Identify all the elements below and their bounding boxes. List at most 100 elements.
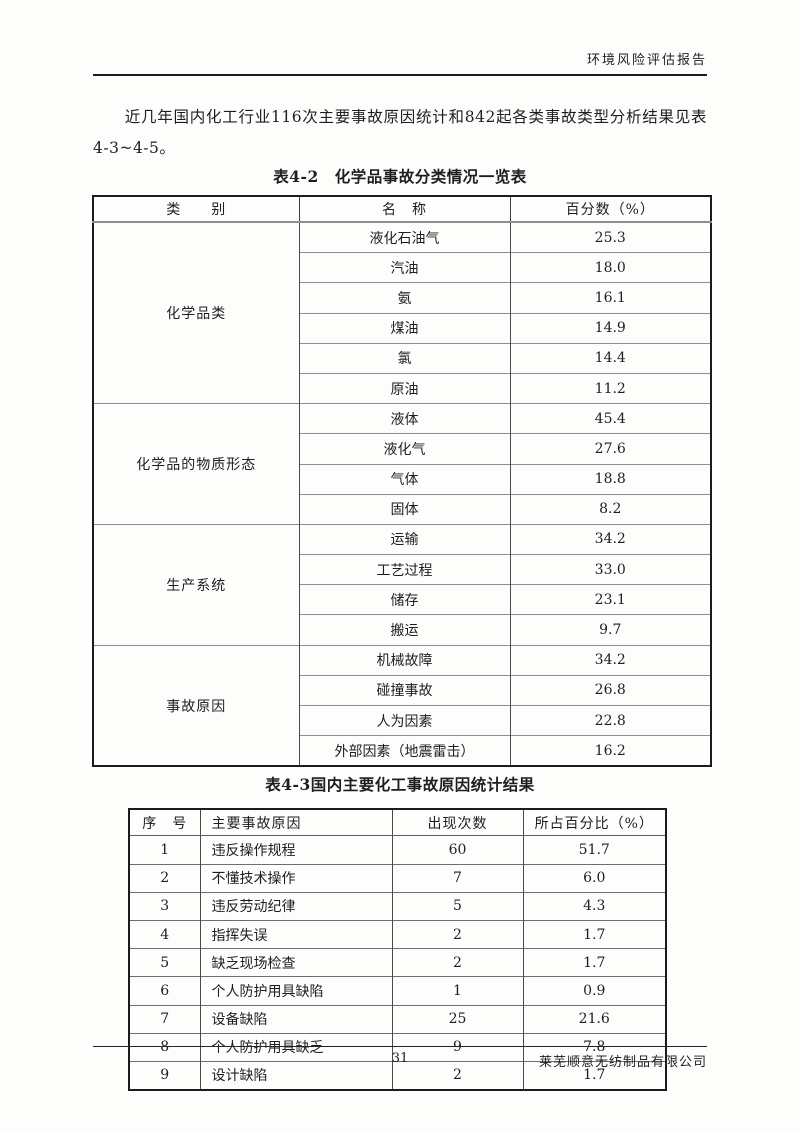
table1-row: 事故原因 机械故障 34.2	[92, 644, 711, 767]
percent-cell: 1.7	[522, 1060, 666, 1091]
table2-row: 9 设计缺陷 2 1.7	[128, 1060, 666, 1091]
running-head: 环境风险评估报告	[93, 0, 707, 76]
name-cell: 运输	[298, 523, 510, 555]
percent-cell: 9.7	[509, 614, 711, 646]
percent-cell: 6.0	[522, 863, 666, 893]
footer-company-name: 莱芜顺意无纺制品有限公司	[538, 1055, 707, 1070]
count-cell: 7	[391, 863, 523, 893]
percent-cell: 1.7	[522, 948, 666, 977]
percent-cell: 45.4	[509, 403, 711, 434]
count-cell: 1	[391, 976, 523, 1005]
table1-row: 搬运 9.7	[93, 614, 711, 646]
cause-cell: 指挥失误	[199, 919, 392, 949]
name-cell: 人为因素	[298, 704, 510, 736]
name-cell: 碰撞事故	[298, 674, 510, 706]
percent-cell: 18.8	[509, 463, 711, 495]
table1-row: 煤油 14.9	[93, 312, 711, 344]
percent-cell: 34.2	[509, 523, 711, 555]
table1-header-row: 类 别 名 称 百分数（%）	[92, 196, 711, 223]
table1-row: 化学品的物质形态 液体 45.4	[92, 403, 711, 525]
percent-cell: 51.7	[522, 835, 666, 865]
table1-row: 碰撞事故 26.8	[93, 674, 711, 706]
table1-header-name: 名 称	[298, 196, 510, 223]
category-cell: 化学品类	[92, 221, 299, 404]
table1-body: 化学品类 液化石油气 25.3 汽油 18.0 氨 16.1 煤油 14.9 氯 14.4 原油 11.…	[92, 221, 711, 767]
percent-cell: 7.8	[522, 1032, 666, 1062]
table2-row: 5 缺乏现场检查 2 1.7	[128, 948, 666, 977]
table2-header-row: 序 号 主要事故原因 出现次数 所占百分比（%）	[128, 809, 666, 837]
table1-row: 氨 16.1	[93, 282, 711, 314]
cause-cell: 缺乏现场检查	[199, 948, 392, 977]
count-cell: 2	[391, 1060, 523, 1091]
percent-cell: 33.0	[509, 554, 711, 585]
running-head-title: 环境风险评估报告	[586, 53, 707, 68]
name-cell: 液化气	[298, 433, 510, 464]
table2-row: 1 违反操作规程 60 51.7	[128, 835, 666, 865]
table2-body: 1 违反操作规程 60 51.7 2 不懂技术操作 7 6.0 3 违反劳动纪律 5 4.3 4 指挥失误…	[128, 835, 666, 1091]
percent-cell: 22.8	[509, 704, 711, 736]
index-cell: 5	[128, 948, 200, 977]
percent-cell: 16.1	[509, 282, 711, 314]
name-cell: 煤油	[298, 312, 510, 344]
count-cell: 25	[391, 1004, 523, 1034]
name-cell: 汽油	[298, 252, 510, 283]
table1-row: 气体 18.8	[93, 463, 711, 495]
name-cell: 原油	[298, 372, 510, 404]
category-cell: 化学品的物质形态	[92, 403, 299, 525]
table1-row: 氯 14.4	[93, 342, 711, 374]
table1-header-category: 类 别	[92, 196, 299, 223]
name-cell: 液体	[298, 403, 510, 434]
count-cell: 5	[391, 891, 523, 921]
index-cell: 4	[128, 919, 200, 949]
percent-cell: 14.9	[509, 312, 711, 344]
percent-cell: 25.3	[509, 221, 711, 253]
name-cell: 搬运	[298, 614, 510, 646]
name-cell: 氨	[298, 282, 510, 314]
intro-paragraph: 近几年国内化工行业116次主要事故原因统计和842起各类事故类型分析结果见表4-…	[93, 108, 707, 157]
table1-row: 外部因素（地震雷击） 16.2	[93, 735, 711, 767]
name-cell: 外部因素（地震雷击）	[298, 735, 510, 767]
table1-row: 化学品类 液化石油气 25.3	[92, 221, 711, 404]
table2-row: 7 设备缺陷 25 21.6	[128, 1004, 666, 1034]
table2-title: 表4-3国内主要化工事故原因统计结果	[265, 775, 535, 795]
index-cell: 6	[128, 976, 200, 1005]
percent-cell: 34.2	[509, 644, 711, 676]
table1-row: 人为因素 22.8	[93, 704, 711, 736]
percent-cell: 1.7	[522, 919, 666, 949]
cause-cell: 违反操作规程	[199, 835, 392, 865]
cause-cell: 不懂技术操作	[199, 863, 392, 893]
cause-cell: 个人防护用具缺陷	[199, 976, 392, 1005]
count-cell: 2	[391, 948, 523, 977]
name-cell: 储存	[298, 584, 510, 615]
percent-cell: 0.9	[522, 976, 666, 1005]
cause-cell: 设备缺陷	[199, 1004, 392, 1034]
table2-header-cause: 主要事故原因	[199, 809, 392, 837]
percent-cell: 14.4	[509, 342, 711, 374]
percent-cell: 4.3	[522, 891, 666, 921]
percent-cell: 23.1	[509, 584, 711, 615]
category-cell: 生产系统	[92, 523, 299, 646]
table1-title: 表4-2 化学品事故分类情况一览表	[273, 167, 527, 186]
index-cell: 7	[128, 1004, 200, 1034]
percent-cell: 27.6	[509, 433, 711, 464]
cause-cell: 违反劳动纪律	[199, 891, 392, 921]
count-cell: 60	[391, 835, 523, 865]
page-number: 31	[391, 1051, 409, 1066]
count-cell: 9	[391, 1032, 523, 1062]
name-cell: 固体	[298, 493, 510, 525]
table2-header-index: 序 号	[128, 809, 200, 837]
percent-cell: 11.2	[509, 372, 711, 404]
name-cell: 液化石油气	[298, 221, 510, 253]
table1-row: 汽油 18.0	[93, 252, 711, 283]
table2-row: 6 个人防护用具缺陷 1 0.9	[128, 976, 666, 1005]
table1-header-percent: 百分数（%）	[509, 196, 711, 223]
index-cell: 9	[128, 1060, 200, 1091]
percent-cell: 16.2	[509, 735, 711, 767]
name-cell: 氯	[298, 342, 510, 374]
table2-row: 3 违反劳动纪律 5 4.3	[128, 891, 666, 921]
table2-row: 4 指挥失误 2 1.7	[128, 919, 666, 949]
cause-cell: 设计缺陷	[199, 1060, 392, 1091]
name-cell: 气体	[298, 463, 510, 495]
name-cell: 机械故障	[298, 644, 510, 676]
